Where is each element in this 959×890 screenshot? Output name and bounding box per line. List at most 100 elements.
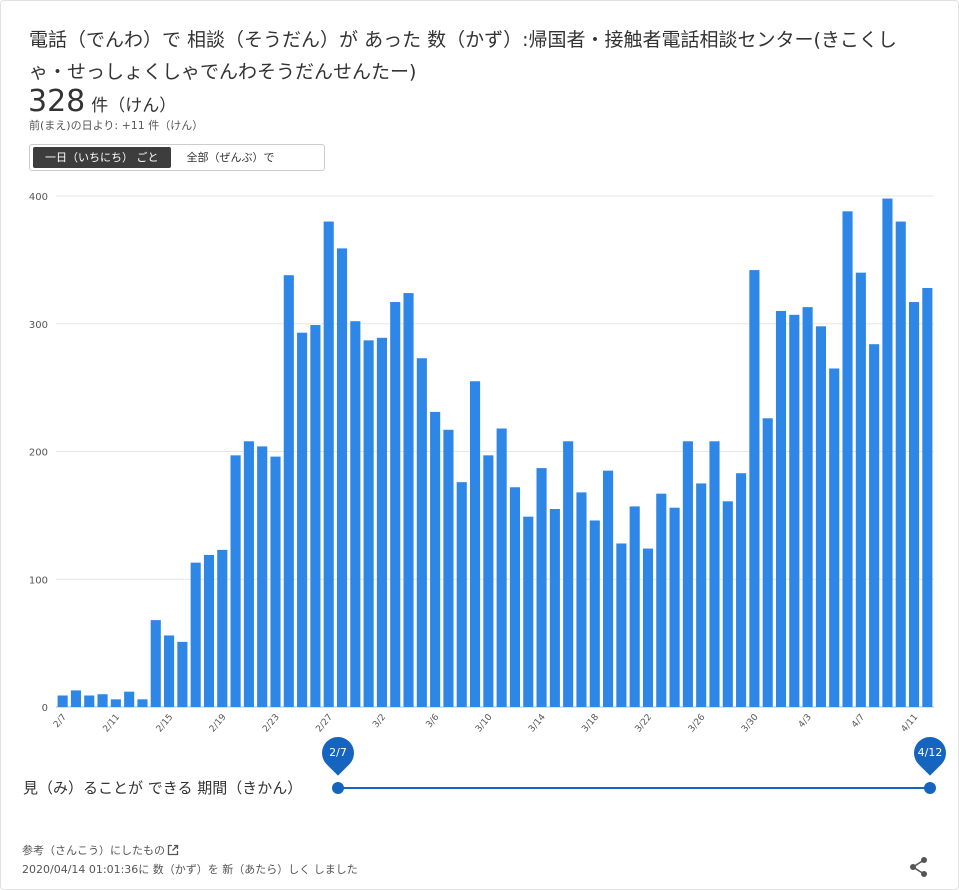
y-tick-label: 100 xyxy=(29,575,48,586)
bar xyxy=(150,620,161,707)
x-tick-label: 3/14 xyxy=(527,712,548,734)
y-tick-label: 300 xyxy=(29,320,48,331)
x-tick-label: 3/6 xyxy=(424,712,441,730)
bar xyxy=(496,428,507,707)
bar xyxy=(97,694,108,707)
bar xyxy=(217,549,228,707)
data-mode-toggle: 一日（いちにち） ごと 全部（ぜんぶ）で xyxy=(29,144,325,171)
bar xyxy=(310,325,321,707)
reference-link[interactable]: 参考（さんこう）にしたもの xyxy=(22,842,179,859)
bar xyxy=(243,441,254,707)
bar xyxy=(749,270,760,707)
range-slider-track[interactable] xyxy=(338,787,930,789)
bar xyxy=(563,441,574,707)
share-icon[interactable] xyxy=(908,856,930,882)
x-tick-label: 2/27 xyxy=(314,713,335,735)
diff-from-previous-day: 前(まえ)の日より: +11 件（けん） xyxy=(29,119,204,132)
bar xyxy=(416,358,427,707)
bar xyxy=(549,508,560,707)
bar xyxy=(57,695,68,707)
bar xyxy=(882,198,893,707)
range-start-label: 2/7 xyxy=(329,746,347,759)
bar xyxy=(642,548,654,707)
bar xyxy=(177,641,188,707)
x-tick-label: 2/23 xyxy=(261,713,282,735)
y-tick-label: 400 xyxy=(29,192,48,203)
bar xyxy=(270,456,281,707)
bar xyxy=(469,381,481,707)
bar xyxy=(84,695,95,707)
bar xyxy=(842,211,853,707)
bar xyxy=(70,690,82,707)
daily-toggle-button[interactable]: 一日（いちにち） ごと xyxy=(33,147,171,168)
x-tick-label: 3/26 xyxy=(687,712,708,734)
range-end-label: 4/12 xyxy=(917,746,943,759)
chart-title: 電話（でんわ）で 相談（そうだん）が あった 数（かず）:帰国者・接触者電話相談… xyxy=(29,29,897,83)
bar xyxy=(603,470,614,707)
bar xyxy=(696,483,707,707)
bar xyxy=(762,418,773,707)
x-tick-label: 3/2 xyxy=(371,713,388,731)
bar xyxy=(523,516,534,707)
x-tick-label: 4/7 xyxy=(850,713,867,731)
bar xyxy=(709,441,720,707)
bar xyxy=(230,455,241,707)
bar xyxy=(789,314,800,707)
x-tick-label: 3/22 xyxy=(634,713,655,735)
x-tick-label: 4/3 xyxy=(797,713,814,731)
bar xyxy=(376,337,387,707)
range-start-handle[interactable] xyxy=(332,782,344,794)
bar-chart: 0 100 200 300 400 2/7 2/11 2/15 2/19 2/23 2/27 3/2 3… xyxy=(29,192,934,735)
bar xyxy=(736,473,747,707)
bar xyxy=(509,487,521,707)
bar xyxy=(164,635,175,707)
bar xyxy=(815,326,826,707)
bar xyxy=(895,221,906,708)
bar xyxy=(336,248,348,707)
range-label: 見（み）ることが できる 期間（きかん） xyxy=(23,779,303,797)
total-count-unit: 件（けん） xyxy=(91,96,177,116)
bar xyxy=(922,287,933,707)
bar xyxy=(775,310,787,707)
bar xyxy=(536,468,547,707)
y-tick-label: 0 xyxy=(42,703,48,714)
x-tick-label: 3/30 xyxy=(740,712,761,734)
bar xyxy=(829,368,840,707)
bar xyxy=(855,272,866,707)
total-count-value: 328 xyxy=(28,84,86,119)
bar xyxy=(190,562,201,707)
bar xyxy=(456,482,467,707)
bar xyxy=(350,321,361,707)
bar xyxy=(682,441,693,707)
bar xyxy=(869,344,880,707)
cumulative-toggle-button[interactable]: 全部（ぜんぶ）で xyxy=(186,151,275,164)
external-link-icon xyxy=(167,844,179,859)
x-tick-label: 3/18 xyxy=(580,712,601,734)
bar xyxy=(363,340,374,707)
bar xyxy=(722,501,733,707)
bar xyxy=(908,302,920,707)
bar xyxy=(802,307,813,707)
x-tick-label: 2/11 xyxy=(102,713,123,735)
total-count: 328 件（けん） xyxy=(28,84,176,124)
bar xyxy=(629,506,640,707)
bar xyxy=(656,493,667,707)
bar xyxy=(323,221,334,708)
bar xyxy=(403,293,414,707)
bar xyxy=(297,332,308,707)
bar xyxy=(203,554,215,707)
bar xyxy=(483,455,494,707)
x-tick-label: 2/15 xyxy=(155,713,176,735)
last-updated: 2020/04/14 01:01:36に 数（かず）を 新（あたら）しく しまし… xyxy=(22,863,358,876)
y-tick-label: 200 xyxy=(29,448,48,459)
bar xyxy=(283,275,294,707)
bar xyxy=(137,699,148,707)
x-tick-label: 2/7 xyxy=(52,713,69,731)
bar xyxy=(257,446,268,707)
x-tick-label: 3/10 xyxy=(474,712,495,734)
bar xyxy=(110,699,121,707)
bar xyxy=(390,302,401,707)
bar xyxy=(589,520,600,707)
range-end-handle[interactable] xyxy=(924,782,936,794)
reference-link-text: 参考（さんこう）にしたもの xyxy=(22,844,165,857)
